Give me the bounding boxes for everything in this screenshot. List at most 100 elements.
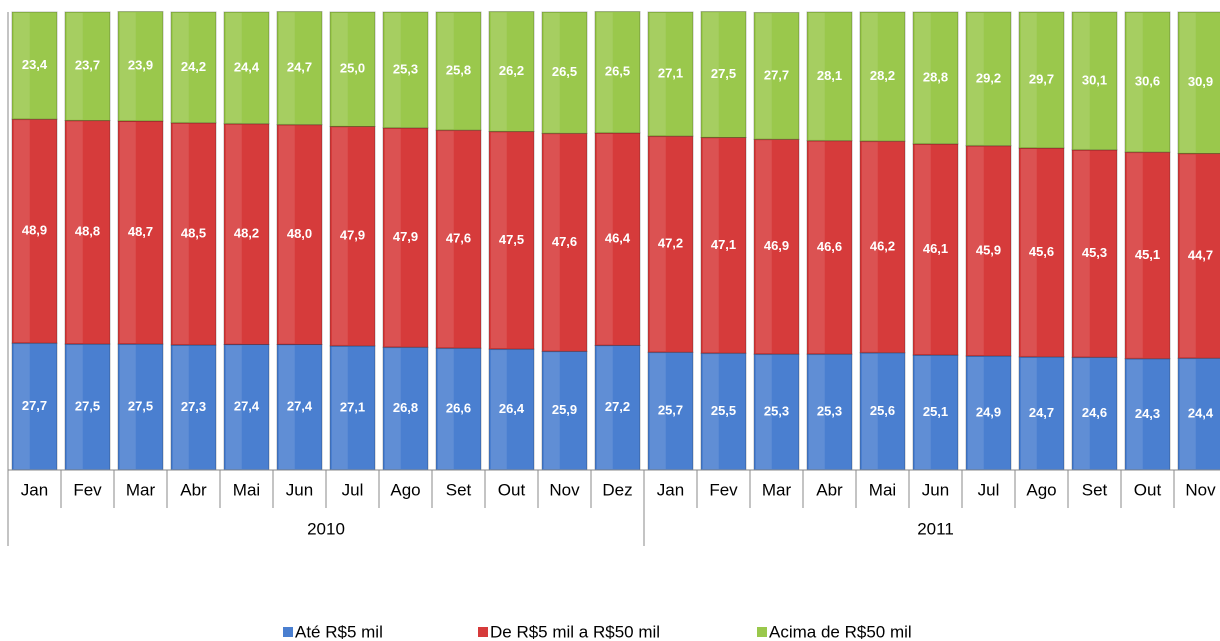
value-label: 47,9	[393, 229, 418, 244]
bar-shine	[544, 134, 560, 351]
value-label: 27,2	[605, 399, 630, 414]
bar-segment	[11, 118, 58, 344]
value-label: 46,1	[923, 241, 948, 256]
value-label: 45,6	[1029, 244, 1054, 259]
value-label: 48,9	[22, 223, 47, 238]
bar-shine	[1180, 13, 1196, 153]
bar-shine	[67, 121, 83, 344]
bar-shine	[438, 349, 454, 469]
bar-segment	[647, 11, 694, 137]
value-label: 25,8	[446, 63, 471, 78]
value-label: 25,3	[764, 404, 789, 419]
bar-shine	[332, 13, 348, 126]
bar-shine	[1180, 154, 1196, 358]
value-label: 47,6	[446, 231, 471, 246]
bar-segment	[912, 11, 959, 145]
value-label: 24,2	[181, 59, 206, 74]
bar-segment	[435, 11, 482, 131]
bar-segment	[488, 131, 535, 350]
value-label: 25,6	[870, 403, 895, 418]
value-label: 27,5	[711, 66, 736, 81]
bar-shine	[491, 132, 507, 349]
value-label: 45,3	[1082, 245, 1107, 260]
bar-segment	[1124, 151, 1171, 360]
x-tick-label: Abr	[180, 480, 207, 499]
value-label: 47,6	[552, 234, 577, 249]
legend-label: Até R$5 mil	[295, 622, 383, 641]
bar-segment	[1177, 153, 1220, 359]
bar-segment	[223, 11, 270, 125]
bar-segment	[594, 11, 641, 134]
bar-shine	[650, 137, 666, 352]
x-tick-label: Jun	[922, 480, 949, 499]
bar-shine	[862, 142, 878, 352]
bar-shine	[703, 354, 719, 469]
bar-segment	[753, 11, 800, 140]
bar-segment	[700, 11, 747, 138]
bar-shine	[67, 13, 83, 120]
bar-segment	[541, 11, 588, 134]
value-label: 27,5	[128, 398, 153, 413]
value-label: 48,7	[128, 224, 153, 239]
bar-segment	[700, 352, 747, 471]
bar-shine	[915, 356, 931, 469]
bar-segment	[223, 123, 270, 346]
bar-segment	[965, 11, 1012, 147]
value-label: 24,4	[234, 59, 260, 74]
bar-shine	[173, 345, 189, 469]
legend-label: Acima de R$50 mil	[769, 622, 912, 641]
bar-segment	[435, 347, 482, 471]
bar-shine	[809, 13, 825, 140]
value-label: 25,7	[658, 403, 683, 418]
bar-shine	[1074, 13, 1090, 149]
legend-swatch	[757, 627, 767, 637]
bar-segment	[647, 135, 694, 353]
bar-segment	[1071, 149, 1118, 358]
legend-swatch	[283, 627, 293, 637]
bar-shine	[120, 122, 136, 344]
bar-segment	[1177, 357, 1220, 471]
value-label: 30,6	[1135, 74, 1160, 89]
x-tick-label: Mai	[233, 480, 260, 499]
bar-segment	[276, 11, 323, 126]
bar-shine	[14, 344, 30, 469]
bar-shine	[968, 146, 984, 355]
x-tick-label: Mar	[126, 480, 156, 499]
bar-segment	[170, 344, 217, 471]
value-label: 46,6	[817, 239, 842, 254]
bar-shine	[756, 355, 772, 469]
value-label: 47,2	[658, 236, 683, 251]
value-label: 23,9	[128, 58, 153, 73]
value-label: 26,5	[552, 64, 577, 79]
value-label: 47,5	[499, 232, 524, 247]
bar-segment	[488, 11, 535, 133]
bar-shine	[1127, 359, 1143, 469]
x-tick-label: Jun	[286, 480, 313, 499]
bar-segment	[329, 345, 376, 471]
bar-shine	[1127, 153, 1143, 358]
x-tick-label: Jul	[342, 480, 364, 499]
bar-segment	[965, 355, 1012, 471]
value-label: 27,7	[764, 67, 789, 82]
bar-shine	[67, 345, 83, 469]
x-tick-label: Out	[1134, 480, 1162, 499]
bar-segment	[859, 11, 906, 142]
bar-segment	[912, 354, 959, 471]
bar-shine	[544, 13, 560, 133]
bar-shine	[756, 140, 772, 354]
bar-segment	[276, 124, 323, 346]
bar-shine	[756, 13, 772, 139]
bar-segment	[170, 122, 217, 346]
bar-segment	[1124, 358, 1171, 471]
bar-segment	[753, 353, 800, 471]
value-label: 24,4	[1188, 406, 1214, 421]
bar-segment	[965, 145, 1012, 357]
bar-shine	[862, 353, 878, 469]
bar-segment	[541, 350, 588, 471]
value-label: 26,6	[446, 401, 471, 416]
x-tick-label: Dez	[602, 480, 632, 499]
bar-segment	[1018, 11, 1065, 149]
x-tick-label: Set	[446, 480, 472, 499]
bar-segment	[488, 348, 535, 471]
